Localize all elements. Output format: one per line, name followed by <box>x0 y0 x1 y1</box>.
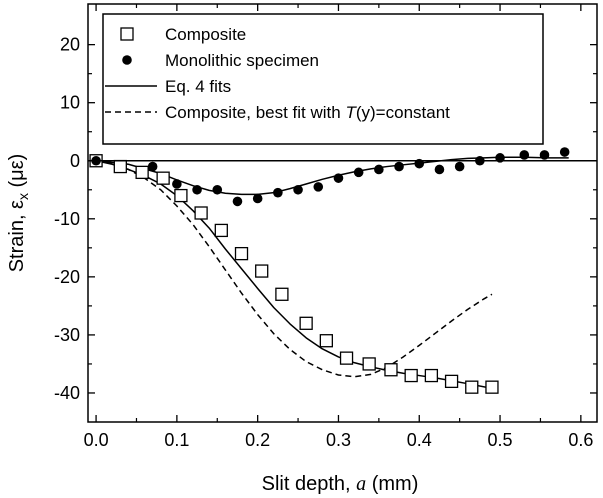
y-tick-label: -20 <box>54 267 80 287</box>
composite-point <box>339 351 354 365</box>
monolithic-point <box>313 182 324 192</box>
best-fit-dashed-curve <box>95 160 493 378</box>
composite-point <box>465 380 479 394</box>
monolithic-point <box>252 193 263 204</box>
composite-point <box>299 316 313 330</box>
monolithic-point <box>192 184 202 195</box>
legend: Composite Monolithic specimen Eq. 4 fits Co… <box>102 13 544 145</box>
x-tick-label: 0.4 <box>407 430 432 450</box>
x-tick-label: 0.6 <box>568 430 593 450</box>
legend-label: Eq. 4 fits <box>165 77 231 96</box>
composite-point <box>156 171 170 185</box>
monolithic-point <box>273 187 283 198</box>
legend-box <box>102 13 544 145</box>
composite-point <box>174 188 188 203</box>
monolithic-point <box>454 161 465 172</box>
x-tick-label: 0.2 <box>245 430 270 450</box>
legend-label: Composite, best fit with T(y)=constant <box>165 103 450 122</box>
composite-point <box>113 159 127 174</box>
monolithic-point <box>394 161 404 172</box>
legend-marker <box>120 27 134 41</box>
y-tick-label: 10 <box>60 93 80 113</box>
monolithic-point <box>172 179 182 189</box>
x-axis-title: Slit depth, a (mm) <box>262 473 419 495</box>
composite-point <box>485 380 499 394</box>
legend-label: Monolithic specimen <box>165 51 319 70</box>
y-axis-title: Strain, εx (με) <box>6 154 31 273</box>
composite-point <box>362 357 376 371</box>
monolithic-point <box>353 167 364 178</box>
curves-layer <box>95 156 569 390</box>
monolithic-point <box>212 184 223 195</box>
composite-point <box>194 206 208 220</box>
composite-point <box>255 264 269 278</box>
monolithic-point <box>519 150 530 160</box>
composite-point <box>384 363 398 377</box>
monolithic-point <box>539 150 550 160</box>
monolithic-point <box>333 173 344 183</box>
markers-layer <box>89 147 570 394</box>
y-tick-label: 20 <box>60 35 80 55</box>
legend-label: Composite <box>165 25 246 44</box>
composite-point <box>404 368 418 383</box>
x-tick-label: 0.0 <box>84 430 109 450</box>
y-tick-label: -40 <box>54 383 80 403</box>
composite-point <box>319 334 333 348</box>
y-tick-label: -30 <box>54 325 80 345</box>
legend-marker <box>122 55 132 65</box>
x-tick-label: 0.3 <box>326 430 351 450</box>
monolithic-point <box>374 164 384 175</box>
monolithic-point <box>147 161 158 172</box>
monolithic-point <box>434 164 445 175</box>
composite-point <box>275 287 289 301</box>
monolithic-point <box>559 147 570 157</box>
ticks-layer: 0.0 0.1 0.2 0.3 0.4 0.5 0.6 20 10 0 -10 -20 -30 -40 <box>54 4 597 450</box>
plot-frame <box>87 3 598 423</box>
composite-point <box>135 165 149 180</box>
x-tick-label: 0.1 <box>164 430 189 450</box>
monolithic-point <box>232 196 243 207</box>
y-tick-label: 0 <box>70 151 80 171</box>
eq4-fit-curve <box>95 160 493 390</box>
composite-point <box>234 246 249 261</box>
y-tick-label: -10 <box>54 209 80 229</box>
x-tick-label: 0.5 <box>488 430 513 450</box>
monolithic-point <box>293 184 303 195</box>
composite-point <box>214 223 228 238</box>
composite-point <box>444 374 459 389</box>
composite-point <box>424 368 439 383</box>
